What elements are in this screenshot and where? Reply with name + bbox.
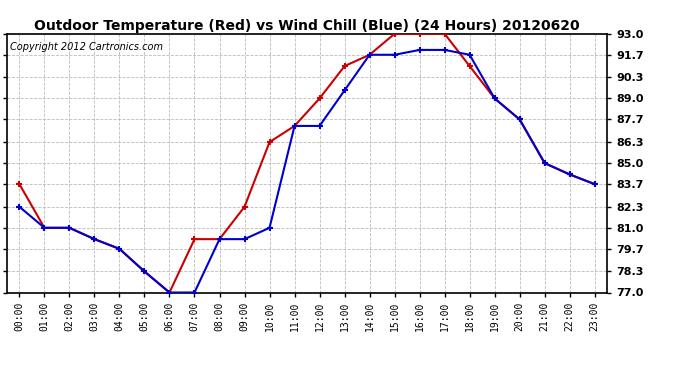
Text: Copyright 2012 Cartronics.com: Copyright 2012 Cartronics.com bbox=[10, 42, 163, 51]
Title: Outdoor Temperature (Red) vs Wind Chill (Blue) (24 Hours) 20120620: Outdoor Temperature (Red) vs Wind Chill … bbox=[34, 19, 580, 33]
